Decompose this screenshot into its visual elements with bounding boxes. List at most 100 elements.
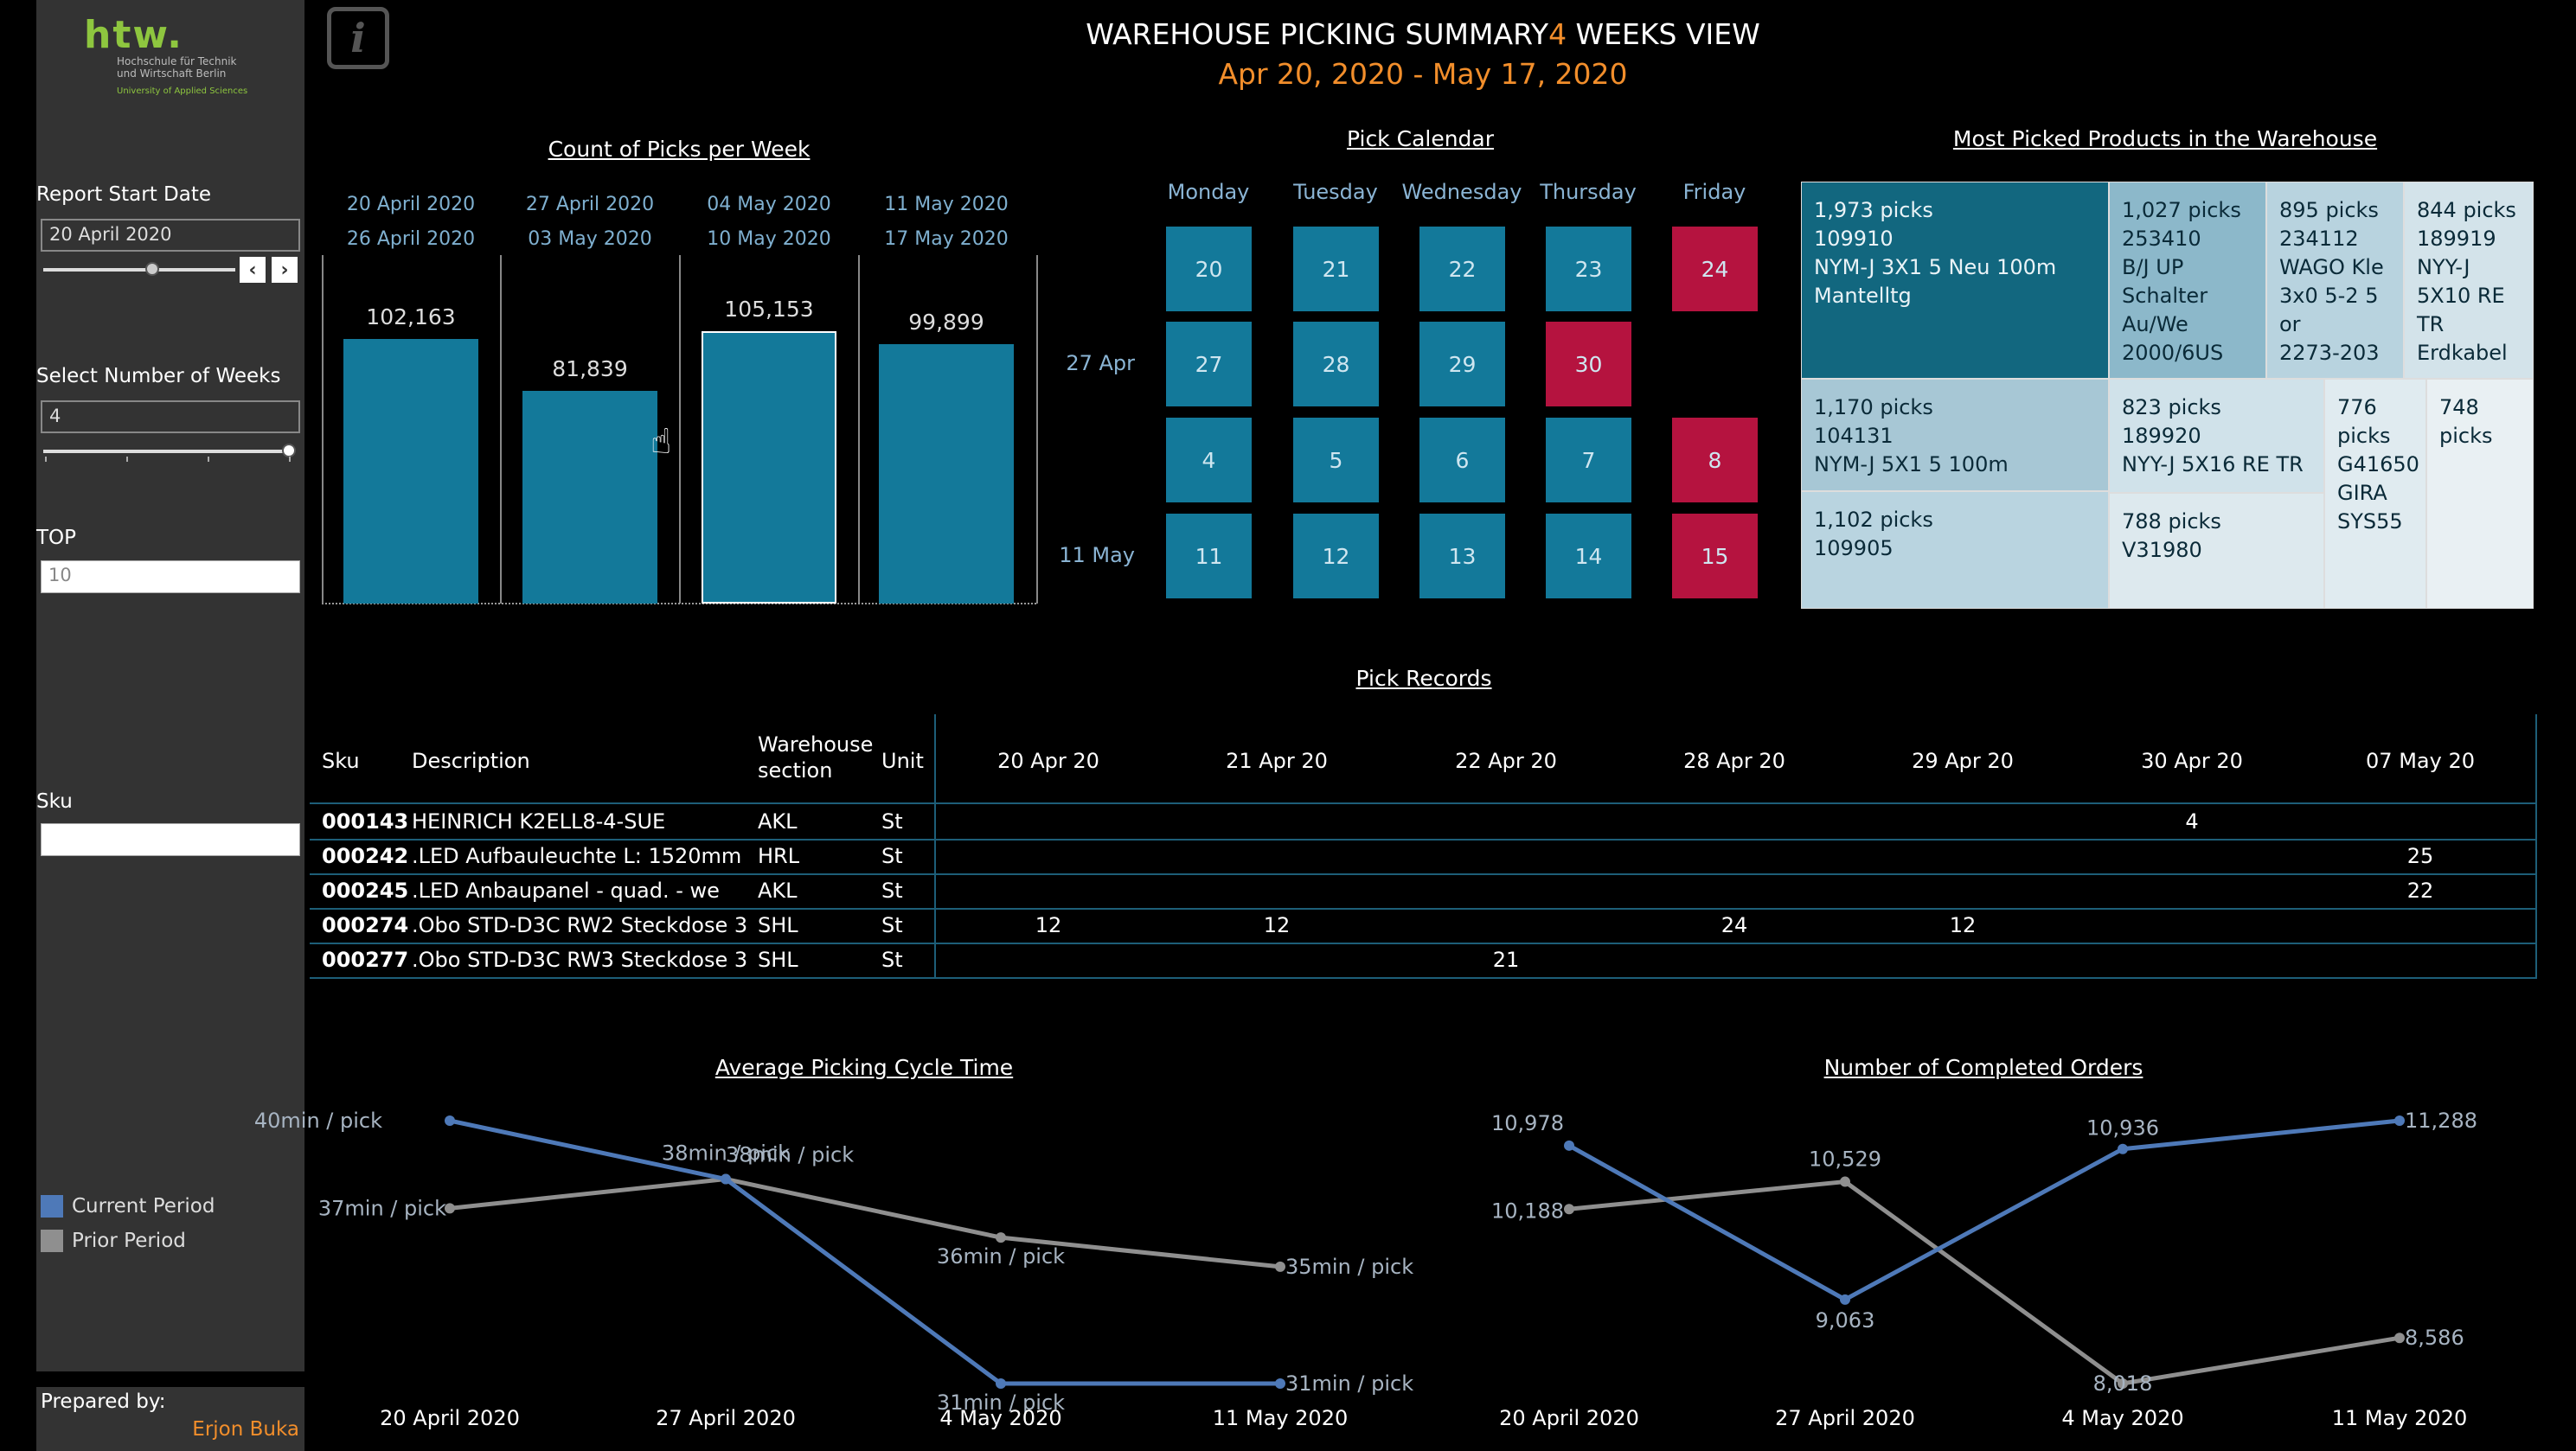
data-point [996,1378,1006,1389]
title-weeks: 4 [1548,17,1567,51]
calendar-day-cell[interactable]: 6 [1419,418,1505,502]
calendar-day-cell[interactable]: 11 [1166,514,1252,598]
week-bar[interactable] [879,344,1014,604]
data-point [2118,1143,2128,1154]
sku-cell[interactable]: 000245 [322,879,409,903]
treemap-tile-line: Schalter [2122,284,2208,308]
treemap-tile-line: 748 [2439,395,2479,419]
calendar-day-header: Wednesday [1401,180,1522,204]
treemap-tile[interactable]: 1,027 picks 253410 B/J UP Schalter Au/We 2000… [2109,182,2266,379]
page-title: WAREHOUSE PICKING SUMMARY4 WEEKS VIEW [1086,17,1760,51]
sku-cell[interactable]: 000274 [322,913,409,937]
next-date-button[interactable]: › [272,257,298,283]
row-line [310,839,2537,841]
calendar-day-cell[interactable]: 22 [1419,227,1505,311]
prev-date-button[interactable]: ‹ [240,257,266,283]
data-label: 38min / pick [662,1141,790,1166]
calendar-day-cell[interactable]: 13 [1419,514,1505,598]
row-line [310,908,2537,910]
description-cell: .Obo STD-D3C RW2 Steckdose 3 [412,913,748,937]
treemap-tile-line: 189919 [2417,227,2496,251]
calendar-day-cell[interactable]: 29 [1419,322,1505,406]
calendar-day-cell[interactable]: 15 [1672,514,1758,598]
unit-cell: St [881,844,903,868]
sku-cell[interactable]: 000242 [322,844,409,868]
treemap-tile-line: 104131 [1814,424,1894,448]
calendar-day-cell[interactable]: 12 [1293,514,1379,598]
calendar-day-cell[interactable]: 14 [1546,514,1631,598]
week-separator [679,255,681,604]
legend-current[interactable]: Current Period [41,1195,215,1218]
top-field[interactable]: 10 [41,560,300,593]
week-bar[interactable] [522,391,657,604]
slider-handle[interactable] [145,262,159,276]
treemap-tile[interactable]: 1,973 picks 109910 NYM-J 3X1 5 Neu 100m Man… [1801,182,2109,379]
legend-swatch-prior [41,1230,63,1252]
treemap-tile-line: Au/We [2122,312,2188,336]
data-label: 31min / pick [937,1390,1065,1415]
treemap-tile-line: 3x0 5-2 5 [2279,284,2379,308]
week-bar[interactable] [702,330,836,604]
calendar-day-cell[interactable]: 30 [1546,322,1631,406]
treemap-tile[interactable]: 1,170 picks 104131 NYM-J 5X1 5 100m [1801,379,2109,491]
data-point [721,1173,731,1185]
section-cell: AKL [758,809,798,834]
data-point [445,1203,455,1214]
treemap-tile-line: NYY-J 5X16 RE TR [2122,452,2304,476]
sku-cell[interactable]: 000277 [322,948,409,972]
start-date-field[interactable]: 20 April 2020 [41,219,300,252]
unit-cell: St [881,913,903,937]
week-start-label: 20 April 2020 [346,194,476,215]
treemap-tile[interactable]: 788 picks V31980 [2109,493,2324,609]
treemap-tile[interactable]: 844 picks 189919 NYY-J 5X10 RE TR Erdkabel [2404,182,2534,379]
calendar-day-cell[interactable]: 24 [1672,227,1758,311]
data-label: 10,529 [1809,1147,1881,1172]
week-bar[interactable] [343,338,478,604]
data-label: 10,978 [1491,1111,1564,1135]
x-axis-label: 4 May 2020 [939,1406,1062,1430]
calendar-day-header: Friday [1682,180,1746,204]
hand-cursor-icon: ☝ [650,422,672,462]
legend-current-label: Current Period [72,1195,215,1218]
info-button[interactable]: i [327,7,389,69]
filter-sidebar: htw. Hochschule für Technik und Wirtscha… [36,0,304,1371]
column-header-date: 07 May 20 [2366,749,2475,773]
calendar-day-cell[interactable]: 28 [1293,322,1379,406]
calendar-day-cell[interactable]: 23 [1546,227,1631,311]
calendar-day-cell[interactable]: 4 [1166,418,1252,502]
calendar-day-cell[interactable]: 21 [1293,227,1379,311]
treemap-tile-line: 1,102 picks [1814,508,1933,532]
calendar-day-cell[interactable]: 8 [1672,418,1758,502]
chart-left-axis [322,255,324,604]
treemap-tile[interactable]: 776 picks G41650 GIRA SYS55 [2324,379,2426,609]
sku-field[interactable] [41,823,300,856]
calendar-day-cell[interactable]: 27 [1166,322,1252,406]
treemap-tile-line: GIRA [2337,481,2387,505]
treemap-tile-line: NYM-J 3X1 5 Neu 100m [1814,255,2057,279]
treemap-tile-line: picks [2439,424,2493,448]
series-line-current [1567,1118,2400,1302]
treemap-tile[interactable]: 748 picks [2426,379,2534,609]
weeks-field[interactable]: 4 [41,400,300,433]
cycle-time-title: Average Picking Cycle Time [714,1055,1014,1080]
calendar-day-cell[interactable]: 20 [1166,227,1252,311]
legend-prior[interactable]: Prior Period [41,1230,186,1252]
column-header-date: 30 Apr 20 [2141,749,2243,773]
bar-value-label: 99,899 [908,310,984,336]
calendar-day-cell[interactable]: 7 [1546,418,1631,502]
treemap-tile[interactable]: 895 picks 234112 WAGO Kle 3x0 5-2 5 or 2273-2… [2266,182,2404,379]
prepared-label: Prepared by: [41,1390,166,1413]
sku-cell[interactable]: 000143 [322,809,409,834]
weeks-label: Select Number of Weeks [36,365,281,387]
data-label: 8,586 [2405,1326,2464,1350]
weeks-slider[interactable] [43,444,296,463]
treemap-tile[interactable]: 823 picks 189920 NYY-J 5X16 RE TR [2109,379,2324,493]
week-start-label: 11 May 2020 [884,194,1009,215]
calendar-week-label: 27 Apr [1066,351,1135,375]
pick-count-cell: 12 [1263,913,1291,937]
start-date-slider[interactable] [43,262,235,276]
treemap-tile[interactable]: 1,102 picks 109905 [1801,491,2109,609]
calendar-day-cell[interactable]: 5 [1293,418,1379,502]
calendar-day-header: Monday [1167,180,1250,204]
